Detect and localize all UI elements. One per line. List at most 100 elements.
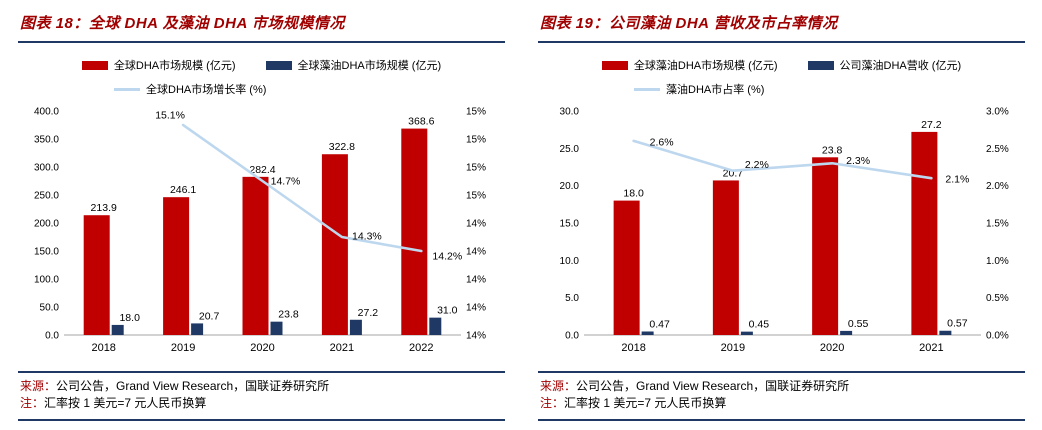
left-axis-tick: 200.0 [34,219,59,230]
bar-value-label: 23.8 [822,144,843,156]
left-axis-tick: 250.0 [34,191,59,202]
chart-18-source-block: 来源：公司公告，Grand View Research，国联证券研究所 注：汇率… [18,371,505,421]
legend-label: 公司藻油DHA营收 (亿元) [839,60,962,72]
legend-row: 全球DHA市场增长率 (%) [114,81,505,97]
bar-series-0 [83,215,110,335]
left-axis-tick: 350.0 [34,135,59,146]
right-axis-tick: 2.5% [986,144,1009,155]
right-axis-tick: 14% [466,275,486,286]
legend-label: 藻油DHA市占率 (%) [666,84,765,96]
bar-value-label: 0.57 [947,318,968,330]
red-bar-legend-marker [81,60,108,70]
bar-series-1 [939,330,952,335]
right-axis-tick: 0.5% [986,293,1009,304]
bar-series-1 [641,331,654,335]
x-axis-label: 2022 [409,342,433,354]
right-axis-tick: 1.0% [986,256,1009,267]
bar-series-0 [163,197,190,335]
legend-item-global-algae-dha-market: 全球藻油DHA市场规模 (亿元) [601,57,778,73]
source-line: 来源：公司公告，Grand View Research，国联证券研究所 [540,378,1023,395]
right-axis-tick: 1.5% [986,219,1009,230]
source-text: 公司公告，Grand View Research，国联证券研究所 [576,379,850,393]
bar-value-label: 23.8 [278,309,299,321]
line-legend-marker [634,87,660,91]
note-label: 注： [540,396,565,410]
legend-label: 全球藻油DHA市场规模 (亿元) [297,60,442,72]
rate-line [632,139,933,180]
bar-value-label: 0.47 [649,318,670,330]
left-axis-tick: 0.0 [565,331,579,342]
legend-label: 全球藻油DHA市场规模 (亿元) [633,60,778,72]
chart-19-canvas: 0.0 5.0 10.0 15.0 20.0 25.0 30.0 0.0% 0.5% 1.0% 1.… [560,107,1009,355]
note-line: 注：汇率按 1 美元=7 元人民币换算 [20,395,503,412]
bar-value-label: 0.55 [848,318,869,330]
line-value-label: 2.6% [650,136,674,148]
left-axis-tick: 25.0 [560,144,580,155]
left-axis-tick: 5.0 [565,293,579,304]
line-value-label: 15.1% [155,110,185,122]
bar-series-1 [740,331,753,335]
chart-19-legend: 全球藻油DHA市场规模 (亿元) 公司藻油DHA营收 (亿元) 藻油DHA市占率… [538,57,1025,97]
bar-value-label: 18.0 [623,188,644,200]
chart-18-title: 图表 18：全球 DHA 及藻油 DHA 市场规模情况 [18,6,505,43]
note-text: 汇率按 1 美元=7 元人民币换算 [564,396,727,410]
rate-line [181,123,423,253]
note-text: 汇率按 1 美元=7 元人民币换算 [44,396,207,410]
right-axis-tick: 15% [466,107,486,118]
line-legend-marker [114,87,140,91]
bar-value-label: 213.9 [91,202,117,214]
right-axis-tick: 3.0% [986,107,1009,118]
x-axis-label: 2021 [919,342,943,354]
source-label: 来源： [20,379,57,393]
bar-series-1 [191,323,204,335]
left-axis-tick: 50.0 [40,303,60,314]
line-value-label: 14.3% [352,231,382,243]
x-axis-label: 2018 [91,342,115,354]
bar-series-0 [613,200,640,335]
right-axis-tick: 14% [466,219,486,230]
bar-series-0 [401,128,428,335]
right-axis-tick: 14% [466,331,486,342]
legend-item-market-share: 藻油DHA市占率 (%) [634,81,764,97]
legend-row: 藻油DHA市占率 (%) [634,81,1025,97]
left-axis-tick: 0.0 [45,331,59,342]
navy-bar-legend-marker [265,60,292,70]
bar-series-0 [242,176,269,335]
line-value-label: 2.1% [945,174,969,186]
chart-19-source-block: 来源：公司公告，Grand View Research，国联证券研究所 注：汇率… [538,371,1025,421]
left-axis-tick: 400.0 [34,107,59,118]
red-bar-legend-marker [601,60,628,70]
chart-19-title: 图表 19：公司藻油 DHA 营收及市占率情况 [538,6,1025,43]
right-axis-tick: 0.0% [986,331,1009,342]
bar-series-0 [812,157,839,335]
line-value-label: 2.3% [846,155,870,167]
bar-value-label: 368.6 [408,116,434,128]
right-axis-tick: 14% [466,247,486,258]
right-axis-tick: 15% [466,135,486,146]
bar-value-label: 20.7 [199,310,220,322]
bar-value-label: 322.8 [329,141,355,153]
bar-series-0 [321,154,348,335]
note-label: 注： [20,396,45,410]
left-axis-tick: 10.0 [560,256,580,267]
bar-value-label: 246.1 [170,184,196,196]
chart-18-legend: 全球DHA市场规模 (亿元) 全球藻油DHA市场规模 (亿元) 全球DHA市场增… [18,57,505,97]
chart-panel-18: 图表 18：全球 DHA 及藻油 DHA 市场规模情况 全球DHA市场规模 (亿… [18,6,505,421]
x-axis-label: 2018 [621,342,645,354]
legend-item-dha-growth-rate: 全球DHA市场增长率 (%) [114,81,266,97]
bar-value-label: 27.2 [921,119,942,131]
bar-value-label: 18.0 [119,312,140,324]
left-axis-tick: 15.0 [560,219,580,230]
bar-series-1 [429,317,442,335]
line-value-label: 2.2% [745,159,769,171]
left-axis-tick: 150.0 [34,247,59,258]
x-axis-label: 2019 [171,342,195,354]
bar-series-1 [111,324,124,335]
bar-series-1 [349,319,362,335]
x-axis-label: 2021 [330,342,354,354]
source-text: 公司公告，Grand View Research，国联证券研究所 [56,379,330,393]
right-axis-tick: 15% [466,163,486,174]
left-axis-tick: 20.0 [560,181,580,192]
legend-item-company-algae-dha-revenue: 公司藻油DHA营收 (亿元) [807,57,962,73]
line-value-label: 14.7% [271,176,301,188]
